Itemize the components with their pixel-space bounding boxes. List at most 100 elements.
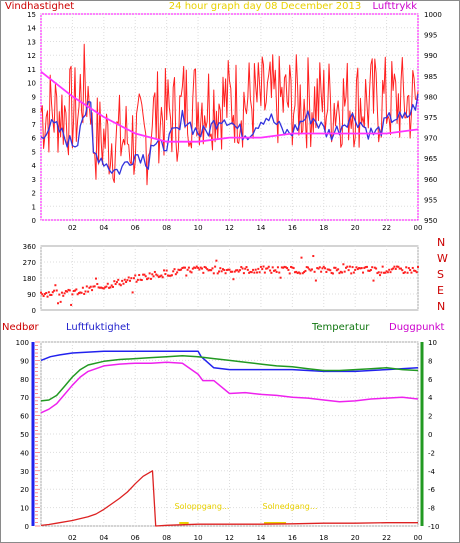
wind-direction-point xyxy=(87,290,90,293)
wind-direction-point xyxy=(301,272,304,275)
wind-direction-point xyxy=(85,285,88,288)
wind-direction-point xyxy=(292,267,295,270)
wind-direction-point xyxy=(130,277,133,280)
wind-direction-point xyxy=(74,289,77,292)
bottom-x-tick: 22 xyxy=(382,534,391,542)
wind-direction-point xyxy=(125,280,128,283)
wind-direction-point xyxy=(365,265,368,268)
average-wind-series xyxy=(40,93,419,175)
wind-direction-point xyxy=(77,292,80,295)
wind-direction-point xyxy=(72,289,75,292)
wind-y-tick: 360 xyxy=(23,243,36,251)
wind-direction-point xyxy=(177,268,180,271)
wind-direction-point xyxy=(169,274,172,277)
wind-direction-point xyxy=(348,265,351,268)
bottom-y-right-tick: 10 xyxy=(428,339,437,347)
wind-direction-point xyxy=(51,291,54,294)
wind-direction-point xyxy=(312,255,315,258)
wind-direction-point xyxy=(373,266,376,269)
bottom-y-right-tick: -10 xyxy=(428,523,439,531)
top-y-left-tick: 7 xyxy=(32,121,36,129)
wind-direction-point xyxy=(231,270,234,273)
wind-direction-point xyxy=(156,274,159,277)
sunset-label: Solnedgang... xyxy=(262,502,317,511)
wind-direction-point xyxy=(228,268,231,271)
wind-direction-point xyxy=(201,267,204,270)
wind-direction-point xyxy=(296,272,299,275)
wind-direction-point xyxy=(185,274,188,277)
wind-direction-point xyxy=(396,265,399,268)
graph-title: 24 hour graph day 08 December 2013 xyxy=(169,1,361,12)
wind-direction-point xyxy=(325,271,328,274)
wind-direction-point xyxy=(50,293,53,296)
wind-direction-point xyxy=(248,271,251,274)
wind-direction-point xyxy=(92,285,95,288)
wind-direction-point xyxy=(318,266,321,269)
bottom-x-tick: 12 xyxy=(225,534,234,542)
wind-direction-point xyxy=(110,284,113,287)
wind-direction-point xyxy=(119,284,122,287)
wind-direction-point xyxy=(409,269,412,272)
wind-direction-point xyxy=(305,266,308,269)
top-y-right-tick: 950 xyxy=(424,217,437,225)
top-y-left-tick: 14 xyxy=(27,25,36,33)
bottom-y-left-tick: 60 xyxy=(20,413,29,421)
wind-direction-point xyxy=(46,295,49,298)
wind-direction-point xyxy=(237,270,240,273)
wind-direction-point xyxy=(143,273,146,276)
wind-direction-point xyxy=(393,265,396,268)
wind-direction-point xyxy=(229,270,232,273)
wind-direction-point xyxy=(368,269,371,272)
wind-direction-point xyxy=(165,269,168,272)
wind-direction-point xyxy=(300,256,303,259)
wind-direction-point xyxy=(417,265,419,268)
wind-direction-point xyxy=(245,266,248,269)
wind-direction-point xyxy=(338,272,341,275)
wind-direction-point xyxy=(317,267,320,270)
top-y-right-tick: 960 xyxy=(424,176,437,184)
top-y-right-tick: 990 xyxy=(424,52,437,60)
bottom-x-tick: 14 xyxy=(256,534,265,542)
wind-direction-point xyxy=(221,268,224,271)
top-y-right-tick: 975 xyxy=(424,114,437,122)
wind-direction-point xyxy=(219,267,222,270)
wind-direction-point xyxy=(363,266,366,269)
wind-direction-point xyxy=(121,279,124,282)
bottom-y-left-tick: 30 xyxy=(20,468,29,476)
wind-direction-point xyxy=(214,265,217,268)
wind-direction-point xyxy=(40,291,42,294)
bottom-y-left-tick: 50 xyxy=(20,431,29,439)
wind-direction-point xyxy=(275,270,278,273)
wind-direction-point xyxy=(227,268,230,271)
wind-direction-point xyxy=(411,266,414,269)
wind-direction-point xyxy=(242,272,245,275)
bottom-y-right-tick: 6 xyxy=(428,376,433,384)
wind-direction-point xyxy=(81,286,84,289)
bottom-y-right-tick: -8 xyxy=(428,505,435,513)
bottom-x-tick: 20 xyxy=(351,534,360,542)
wind-direction-point xyxy=(299,272,302,275)
wind-direction-point xyxy=(75,288,78,291)
wind-direction-point xyxy=(80,291,83,294)
compass-label: N xyxy=(437,236,445,249)
wind-direction-point xyxy=(114,283,117,286)
wind-direction-point xyxy=(343,270,346,273)
wind-direction-point xyxy=(170,274,173,277)
wind-direction-point xyxy=(181,267,184,270)
wind-speed-label: Vindhastighet xyxy=(5,1,74,12)
wind-direction-point xyxy=(203,265,206,268)
wind-direction-point xyxy=(276,266,279,269)
wind-direction-point xyxy=(41,293,44,296)
top-y-left-tick: 4 xyxy=(32,162,37,170)
wind-direction-point xyxy=(70,303,73,306)
wind-direction-point xyxy=(329,269,332,272)
wind-direction-point xyxy=(351,266,354,269)
wind-direction-point xyxy=(180,268,183,271)
wind-direction-point xyxy=(106,282,109,285)
wind-direction-point xyxy=(347,269,350,272)
compass-label: S xyxy=(437,268,444,281)
wind-direction-point xyxy=(279,276,282,279)
top-y-left-tick: 13 xyxy=(27,38,36,46)
wind-direction-point xyxy=(91,289,94,292)
wind-direction-point xyxy=(63,292,66,295)
